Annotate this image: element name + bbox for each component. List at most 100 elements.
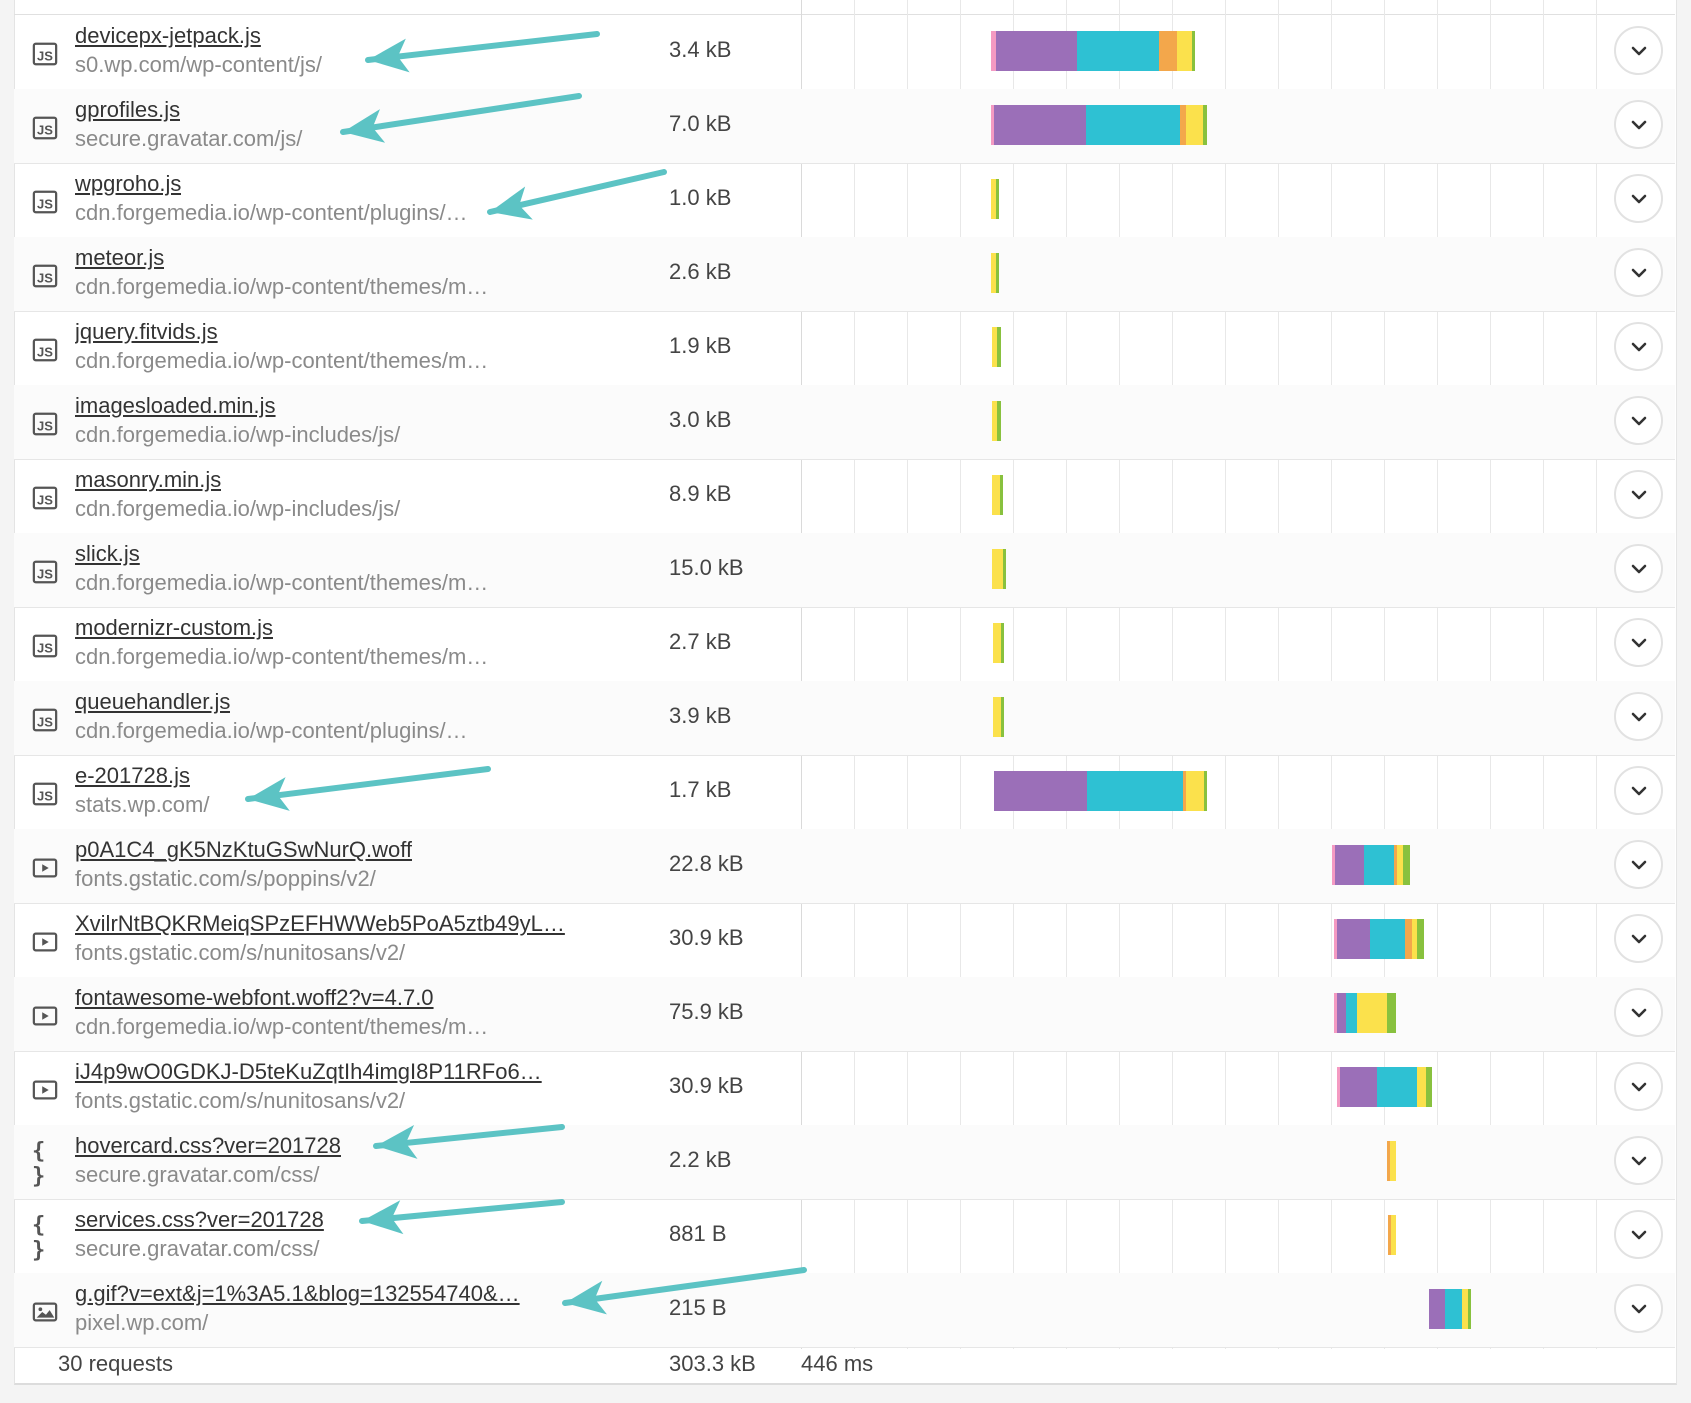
request-row[interactable]: JS jquery.fitvids.js cdn.forgemedia.io/wp-…: [14, 311, 1675, 386]
request-file-link[interactable]: g.gif?v=ext&j=1%3A5.1&blog=132554740&…: [75, 1281, 520, 1306]
request-file-link[interactable]: imagesloaded.min.js: [75, 393, 276, 418]
expand-row-button[interactable]: [1614, 544, 1663, 593]
timing-segment-receive: [996, 179, 1000, 219]
expand-row-button[interactable]: [1614, 396, 1663, 445]
timing-segment-receive: [1000, 697, 1004, 737]
table-header-strip: [14, 0, 1675, 15]
expand-row-button[interactable]: [1614, 248, 1663, 297]
timing-segment-receive: [1191, 31, 1195, 71]
expand-row-button[interactable]: [1614, 1136, 1663, 1185]
request-file-link[interactable]: jquery.fitvids.js: [75, 319, 218, 344]
font-file-icon: [32, 929, 58, 955]
request-row[interactable]: XvilrNtBQKRMeiqSPzEFHWWeb5PoA5ztb49yL… fo…: [14, 903, 1675, 978]
request-row[interactable]: JS modernizr-custom.js cdn.forgemedia.io/w…: [14, 607, 1675, 682]
request-file-link[interactable]: slick.js: [75, 541, 140, 566]
request-row[interactable]: JS meteor.js cdn.forgemedia.io/wp-content/…: [14, 237, 1675, 312]
chevron-down-icon: [1630, 1303, 1648, 1315]
timing-bar: [1388, 1215, 1396, 1255]
request-row[interactable]: { } hovercard.css?ver=201728 secure.gravat…: [14, 1125, 1675, 1200]
expand-row-button[interactable]: [1614, 470, 1663, 519]
timing-segment-wait: [1356, 993, 1388, 1033]
timing-segment-receive: [997, 327, 1001, 367]
timing-segment-receive: [1387, 993, 1396, 1033]
timing-bar: [992, 327, 1001, 367]
timing-bar: [992, 549, 1006, 589]
request-size: 215 B: [669, 1295, 727, 1320]
request-file-link[interactable]: masonry.min.js: [75, 467, 222, 492]
request-size: 1.9 kB: [669, 333, 732, 358]
request-row[interactable]: p0A1C4_gK5NzKtuGSwNurQ.woff fonts.gstatic…: [14, 829, 1675, 904]
request-size: 8.9 kB: [669, 481, 732, 506]
request-row[interactable]: JS devicepx-jetpack.js s0.wp.com/wp-conten…: [14, 15, 1675, 90]
timing-segment-wait: [992, 401, 998, 441]
request-file-link[interactable]: hovercard.css?ver=201728: [75, 1133, 341, 1158]
request-row[interactable]: iJ4p9wO0GDKJ-D5teKuZqtIh4imgI8P11RFo6… fo…: [14, 1051, 1675, 1126]
timing-bar: [1387, 1141, 1396, 1181]
request-row[interactable]: { } services.css?ver=201728 secure.gravata…: [14, 1199, 1675, 1274]
request-row[interactable]: JS masonry.min.js cdn.forgemedia.io/wp-inc…: [14, 459, 1675, 534]
expand-row-button[interactable]: [1614, 100, 1663, 149]
timing-segment-wait: [992, 327, 998, 367]
expand-row-button[interactable]: [1614, 692, 1663, 741]
expand-row-button[interactable]: [1614, 1062, 1663, 1111]
expand-row-button[interactable]: [1614, 914, 1663, 963]
timing-segment-connect: [994, 771, 1088, 811]
request-row[interactable]: JS gprofiles.js secure.gravatar.com/js/7.0…: [14, 89, 1675, 164]
request-row[interactable]: JS e-201728.js stats.wp.com/1.7 kB: [14, 755, 1675, 830]
svg-text:JS: JS: [37, 641, 53, 656]
timing-segment-dns: [1077, 31, 1160, 71]
timing-segment-send: [1179, 105, 1187, 145]
expand-row-button[interactable]: [1614, 1210, 1663, 1259]
js-file-icon: JS: [32, 337, 58, 363]
expand-row-button[interactable]: [1614, 988, 1663, 1037]
timing-segment-wait: [992, 549, 1003, 589]
request-size: 3.4 kB: [669, 37, 732, 62]
timing-segment-send: [1183, 771, 1187, 811]
request-file-link[interactable]: gprofiles.js: [75, 97, 181, 122]
request-row[interactable]: fontawesome-webfont.woff2?v=4.7.0 cdn.for…: [14, 977, 1675, 1052]
request-file-link[interactable]: services.css?ver=201728: [75, 1207, 324, 1232]
js-file-icon: JS: [32, 633, 58, 659]
request-file-link[interactable]: meteor.js: [75, 245, 165, 270]
expand-row-button[interactable]: [1614, 840, 1663, 889]
request-file-link[interactable]: wpgroho.js: [75, 171, 182, 196]
request-file-link[interactable]: e-201728.js: [75, 763, 190, 788]
chevron-down-icon: [1630, 489, 1648, 501]
timing-segment-wait: [1391, 1215, 1396, 1255]
request-file-link[interactable]: devicepx-jetpack.js: [75, 23, 261, 48]
chevron-down-icon: [1630, 637, 1648, 649]
svg-text:JS: JS: [37, 123, 53, 138]
request-row[interactable]: JS wpgroho.js cdn.forgemedia.io/wp-content…: [14, 163, 1675, 238]
request-row[interactable]: g.gif?v=ext&j=1%3A5.1&blog=132554740&… pi…: [14, 1273, 1675, 1348]
expand-row-button[interactable]: [1614, 618, 1663, 667]
request-file-link[interactable]: iJ4p9wO0GDKJ-D5teKuZqtIh4imgI8P11RFo6…: [75, 1059, 542, 1084]
request-row[interactable]: JS queuehandler.js cdn.forgemedia.io/wp-co…: [14, 681, 1675, 756]
js-file-icon: JS: [32, 485, 58, 511]
timing-segment-dns: [1364, 845, 1394, 885]
expand-row-button[interactable]: [1614, 26, 1663, 75]
request-url: cdn.forgemedia.io/wp-content/plugins/…: [75, 718, 468, 743]
expand-row-button[interactable]: [1614, 1284, 1663, 1333]
expand-row-button[interactable]: [1614, 174, 1663, 223]
request-file-link[interactable]: p0A1C4_gK5NzKtuGSwNurQ.woff: [75, 837, 413, 862]
timing-bar: [992, 401, 1001, 441]
request-row[interactable]: JS slick.js cdn.forgemedia.io/wp-content/t…: [14, 533, 1675, 608]
request-size: 7.0 kB: [669, 111, 732, 136]
chevron-down-icon: [1630, 341, 1648, 353]
request-url: cdn.forgemedia.io/wp-includes/js/: [75, 496, 401, 521]
request-size: 1.0 kB: [669, 185, 732, 210]
request-size: 1.7 kB: [669, 777, 732, 802]
expand-row-button[interactable]: [1614, 322, 1663, 371]
request-row[interactable]: JS imagesloaded.min.js cdn.forgemedia.io/w…: [14, 385, 1675, 460]
request-file-link[interactable]: XvilrNtBQKRMeiqSPzEFHWWeb5PoA5ztb49yL…: [75, 911, 565, 936]
timing-bar: [1336, 1067, 1433, 1107]
request-size: 3.0 kB: [669, 407, 732, 432]
timing-bar: [994, 771, 1207, 811]
expand-row-button[interactable]: [1614, 766, 1663, 815]
timing-segment-wait: [1396, 845, 1404, 885]
request-file-link[interactable]: fontawesome-webfont.woff2?v=4.7.0: [75, 985, 434, 1010]
timing-segment-connect: [1335, 845, 1365, 885]
request-file-link[interactable]: modernizr-custom.js: [75, 615, 274, 640]
request-url: fonts.gstatic.com/s/nunitosans/v2/: [75, 1088, 406, 1113]
request-file-link[interactable]: queuehandler.js: [75, 689, 231, 714]
